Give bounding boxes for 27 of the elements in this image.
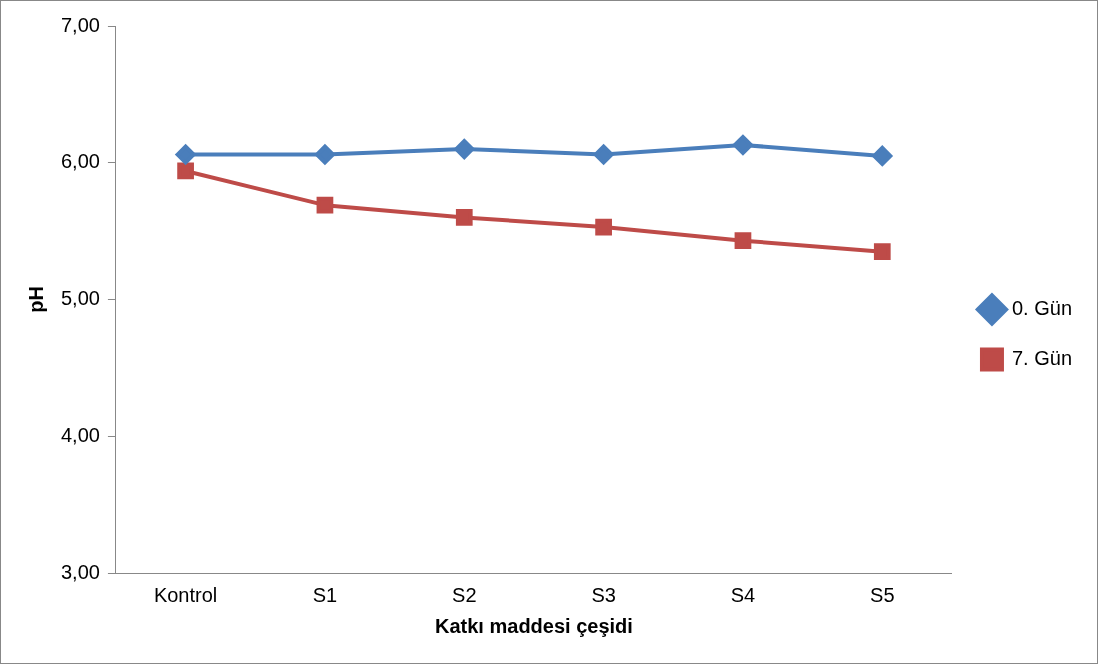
point [872, 145, 893, 166]
point [455, 209, 473, 226]
point [734, 232, 752, 250]
x-tick-label: S5 [870, 583, 895, 606]
y-tick-label: 7,00 [60, 13, 100, 36]
y-tick-label: 5,00 [60, 287, 100, 310]
point [873, 243, 891, 260]
point [314, 144, 335, 165]
point [732, 134, 753, 155]
y-tick-label: 4,00 [60, 423, 100, 446]
y-axis-title: pH [24, 286, 47, 313]
point [454, 139, 475, 160]
y-tick-label: 6,00 [60, 150, 100, 173]
point [316, 196, 334, 214]
point [595, 218, 612, 236]
point [177, 162, 194, 180]
x-axis-title: Katkı maddesi çeşidi [435, 614, 633, 637]
point [175, 144, 196, 165]
point [593, 144, 614, 165]
legend-label: 0. Gün [1011, 297, 1073, 320]
x-tick-label: Kontrol [153, 583, 218, 606]
y-tick-label: 3,00 [60, 560, 100, 583]
legend-label: 7. Gün [1011, 347, 1073, 370]
x-tick-label: S3 [591, 583, 616, 606]
x-tick-label: S2 [452, 583, 477, 606]
x-tick-label: S1 [312, 583, 338, 606]
x-tick-label: S4 [730, 583, 756, 606]
